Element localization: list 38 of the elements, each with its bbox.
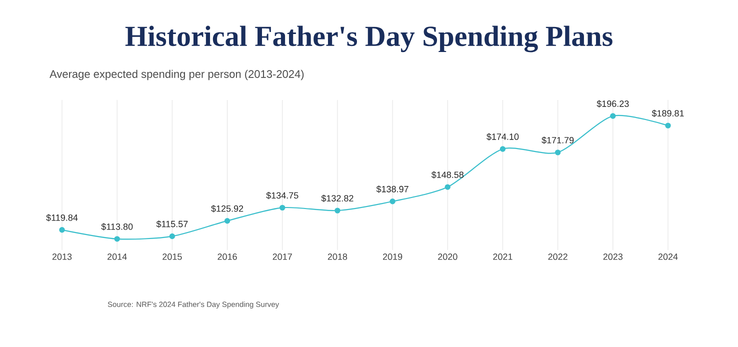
- data-label: $189.81: [652, 110, 684, 118]
- point: [500, 146, 506, 152]
- data-label: $132.82: [321, 194, 354, 202]
- data-label: $148.58: [431, 171, 464, 179]
- data-label: $119.84: [46, 214, 78, 222]
- x-tick-label: 2014: [108, 254, 127, 260]
- point: [665, 122, 671, 128]
- data-label: $134.75: [266, 192, 298, 200]
- data-label: $138.97: [376, 186, 408, 193]
- point: [334, 208, 340, 214]
- x-tick-label: 2015: [162, 254, 182, 260]
- x-tick-label: 2013: [52, 254, 72, 260]
- data-label: $174.10: [486, 133, 519, 140]
- point: [444, 184, 450, 190]
- x-tick-label: 2020: [438, 254, 458, 260]
- data-label: $115.57: [156, 220, 188, 228]
- point: [59, 227, 65, 233]
- x-tick-label: 2022: [548, 254, 568, 260]
- x-tick-label: 2024: [658, 254, 678, 260]
- point: [554, 150, 561, 156]
- point: [169, 233, 176, 240]
- x-tick-label: 2021: [493, 254, 512, 260]
- point: [610, 113, 616, 119]
- chart-subtitle: Average expected spending per person (2013-2024): [50, 70, 304, 80]
- x-tick-label: 2017: [272, 254, 292, 260]
- data-label: $125.92: [211, 205, 244, 212]
- chart-title: Historical Father's Day Spending Plans: [125, 26, 612, 52]
- point: [224, 218, 230, 224]
- data-label: $171.79: [542, 136, 574, 144]
- x-tick-label: 2016: [218, 254, 237, 260]
- x-tick-label: 2023: [603, 254, 623, 260]
- point: [114, 236, 120, 242]
- x-tick-label: 2019: [382, 254, 402, 260]
- x-tick-label: 2018: [328, 254, 348, 260]
- data-label: $196.23: [596, 100, 629, 108]
- point: [390, 198, 396, 204]
- data-label: $113.80: [101, 223, 133, 230]
- point: [280, 204, 286, 211]
